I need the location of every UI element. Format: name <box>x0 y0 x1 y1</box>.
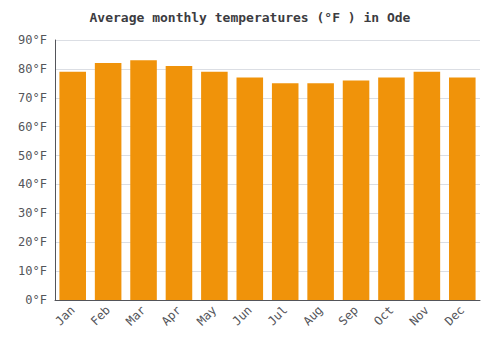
svg-text:Aug: Aug <box>300 303 325 328</box>
svg-text:20°F: 20°F <box>18 235 47 249</box>
svg-text:Feb: Feb <box>88 303 113 328</box>
svg-text:Jan: Jan <box>52 303 77 328</box>
svg-text:May: May <box>194 303 219 328</box>
svg-text:Average monthly temperatures (: Average monthly temperatures (°F ) in Od… <box>90 10 411 25</box>
svg-text:10°F: 10°F <box>18 264 47 278</box>
svg-text:40°F: 40°F <box>18 177 47 191</box>
svg-text:30°F: 30°F <box>18 206 47 220</box>
svg-text:60°F: 60°F <box>18 120 47 134</box>
svg-text:Oct: Oct <box>371 303 396 328</box>
svg-text:Sep: Sep <box>336 303 361 328</box>
svg-text:50°F: 50°F <box>18 149 47 163</box>
svg-text:Jul: Jul <box>265 303 290 328</box>
svg-text:70°F: 70°F <box>18 91 47 105</box>
svg-text:90°F: 90°F <box>18 33 47 47</box>
svg-text:0°F: 0°F <box>25 293 47 307</box>
svg-text:Nov: Nov <box>407 303 432 328</box>
svg-text:Apr: Apr <box>159 303 184 328</box>
svg-text:80°F: 80°F <box>18 62 47 76</box>
svg-text:Dec: Dec <box>442 303 467 328</box>
svg-text:Mar: Mar <box>123 303 148 328</box>
svg-text:Jun: Jun <box>230 303 255 328</box>
